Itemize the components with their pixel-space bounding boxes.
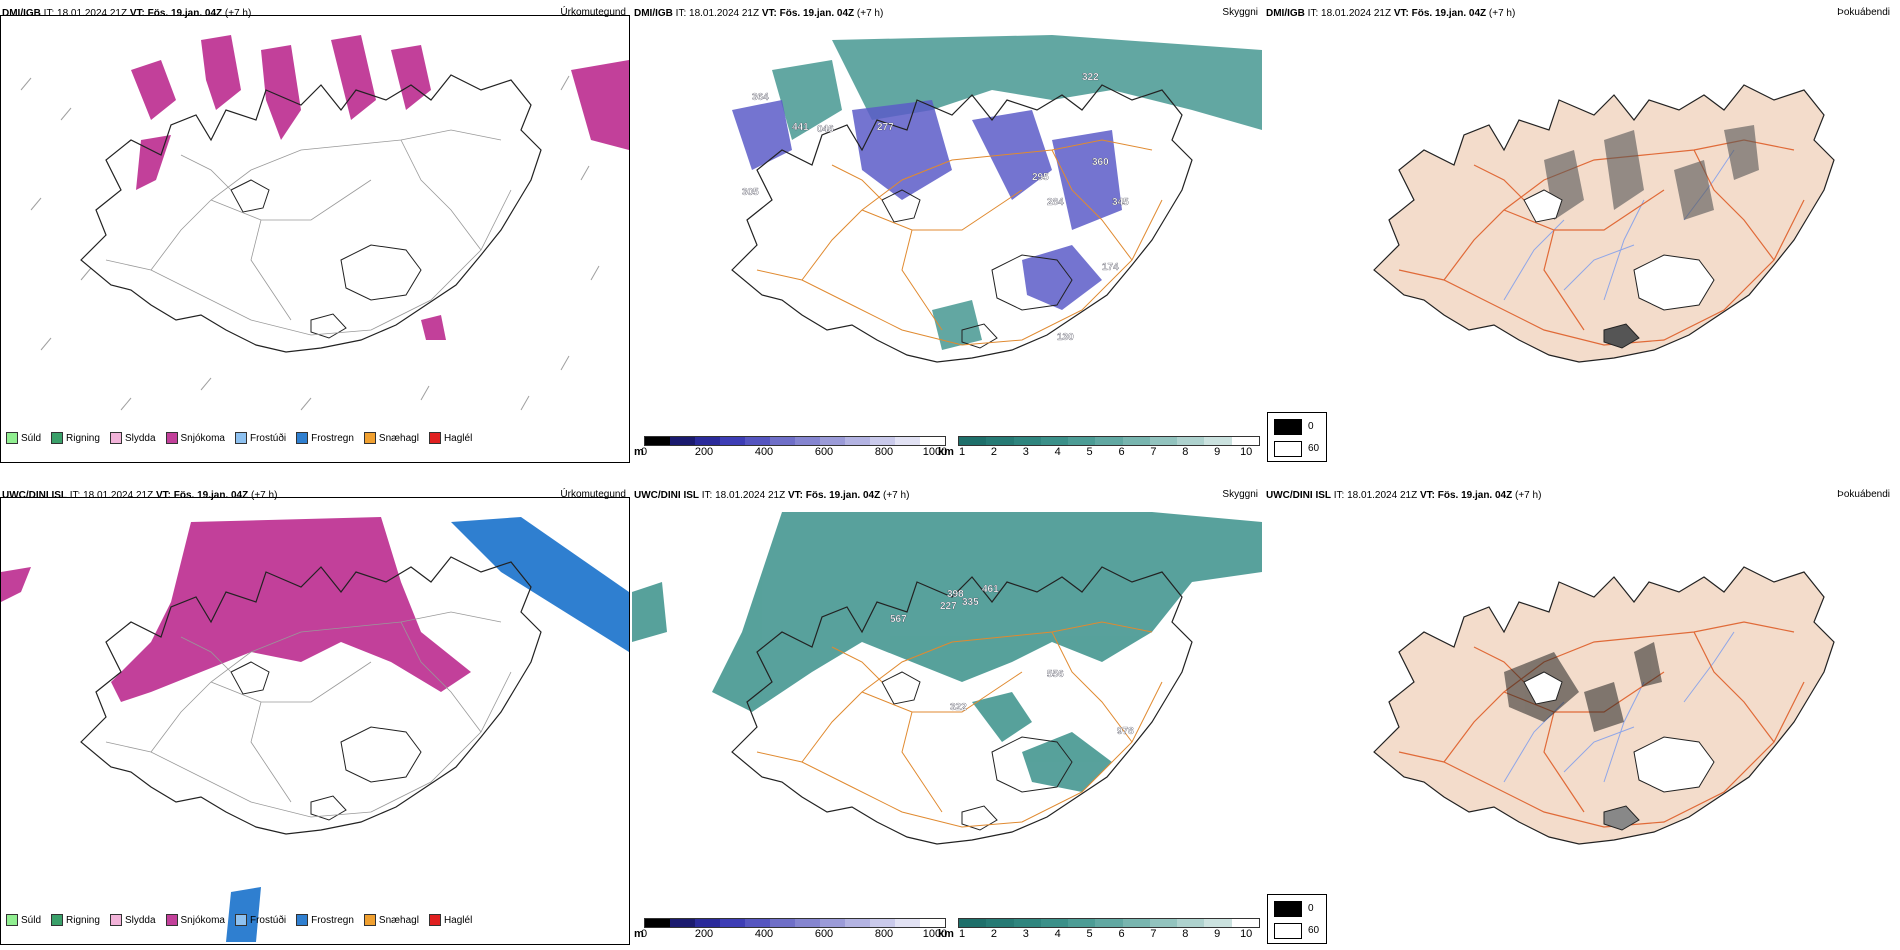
legend-item: Snjókoma — [165, 914, 225, 926]
row1-precip-panel: DMI/IGB IT: 18.01.2024 21Z VT: Fös. 19.j… — [0, 0, 630, 463]
value-label: 461 — [982, 584, 999, 595]
row1-fog-panel: DMI/IGB IT: 18.01.2024 21Z VT: Fös. 19.j… — [1264, 0, 1894, 462]
value-label: 335 — [962, 597, 979, 608]
ceiling-unit: m — [634, 928, 644, 940]
value-label: 322 — [950, 702, 967, 713]
legend-item: Haglél — [428, 914, 472, 926]
visibility-ticks: 1 2 3 4 5 6 7 8 9 10 — [958, 928, 1253, 940]
panel-name: Skyggni — [1222, 7, 1258, 18]
legend-item: Frostúði — [234, 914, 286, 926]
panel-title: UWC/DINI ISL IT: 18.01.2024 21Z VT: Fös.… — [2, 490, 278, 501]
ceiling-map: 364 441 046 277 305 322 360 345 284 295 … — [731, 35, 1262, 363]
legend-item: Haglél — [428, 432, 472, 444]
value-label: 130 — [1057, 332, 1074, 343]
visibility-ticks: 1 2 3 4 5 6 7 8 9 10 — [958, 446, 1253, 458]
panel-title: UWC/DINI ISL IT: 18.01.2024 21Z VT: Fös.… — [634, 490, 910, 501]
ceiling-colorbar — [644, 436, 946, 446]
precip-map — [20, 35, 629, 411]
legend-item: Slydda — [109, 914, 156, 926]
legend-item: Snjókoma — [165, 432, 225, 444]
legend-item: Snæhagl — [363, 432, 419, 444]
value-label: 046 — [817, 124, 834, 135]
legend-item: Súld — [6, 914, 41, 926]
row2-ceiling-panel: UWC/DINI ISL IT: 18.01.2024 21Z VT: Fös.… — [632, 482, 1262, 942]
panel-title: DMI/IGB IT: 18.01.2024 21Z VT: Fös. 19.j… — [634, 8, 884, 19]
value-label: 364 — [752, 92, 769, 103]
value-label: 360 — [1092, 157, 1109, 168]
legend-item: Frostúði — [234, 432, 286, 444]
snow-area — [131, 35, 629, 340]
value-label: 284 — [1047, 197, 1064, 208]
row1-ceiling-panel: DMI/IGB IT: 18.01.2024 21Z VT: Fös. 19.j… — [632, 0, 1262, 460]
ceiling-area — [732, 100, 1122, 310]
fog-map — [1373, 84, 1835, 363]
visibility-colorbar — [958, 918, 1260, 928]
value-label: 174 — [1102, 262, 1119, 273]
ceiling-ticks: 0 200 400 600 800 1000 — [640, 928, 948, 940]
value-label: 295 — [1032, 172, 1049, 183]
panel-name: Úrkomutegund — [560, 7, 626, 18]
legend-item: Frostregn — [296, 914, 354, 926]
value-label: 345 — [1112, 197, 1129, 208]
legend-item: Súld — [6, 432, 41, 444]
precip-map — [1, 517, 629, 942]
legend-item: Frostregn — [296, 432, 354, 444]
visibility-area — [772, 35, 1262, 350]
row2-fog-panel: UWC/DINI ISL IT: 18.01.2024 21Z VT: Fös.… — [1264, 482, 1894, 944]
panel-name: Þokuábendi — [1837, 7, 1890, 18]
value-label: 305 — [742, 187, 759, 198]
row2-precip-panel: UWC/DINI ISL IT: 18.01.2024 21Z VT: Fös.… — [0, 482, 630, 945]
precip-legend: Súld Rigning Slydda Snjókoma Frostúði Fr… — [6, 432, 472, 444]
value-label: 277 — [877, 122, 894, 133]
value-label: 398 — [947, 589, 964, 600]
fog-map — [1373, 566, 1835, 845]
value-label: 322 — [1082, 72, 1099, 83]
value-label: 556 — [1047, 669, 1064, 680]
ceiling-map: 567 398 335 461 227 322 556 978 — [632, 512, 1262, 845]
value-label: 227 — [940, 601, 957, 612]
panel-name: Skyggni — [1222, 489, 1258, 500]
visibility-unit: km — [938, 928, 954, 940]
fog-legend: 0 60 — [1267, 894, 1327, 944]
value-label: 567 — [890, 614, 907, 625]
visibility-colorbar — [958, 436, 1260, 446]
panel-name: Úrkomutegund — [560, 489, 626, 500]
visibility-unit: km — [938, 446, 954, 458]
panel-title: DMI/IGB IT: 18.01.2024 21Z VT: Fös. 19.j… — [1266, 8, 1516, 19]
legend-item: Rigning — [51, 432, 100, 444]
snow-area — [1, 517, 471, 702]
panel-title: DMI/IGB IT: 18.01.2024 21Z VT: Fös. 19.j… — [2, 8, 252, 19]
fog-legend: 0 60 — [1267, 412, 1327, 462]
ceiling-colorbar — [644, 918, 946, 928]
value-label: 978 — [1117, 726, 1134, 737]
legend-item: Snæhagl — [363, 914, 419, 926]
ceiling-ticks: 0 200 400 600 800 1000 — [640, 446, 948, 458]
legend-item: Rigning — [51, 914, 100, 926]
ceiling-unit: m — [634, 446, 644, 458]
panel-name: Þokuábendi — [1837, 489, 1890, 500]
visibility-area — [632, 512, 1262, 792]
value-label: 441 — [792, 122, 809, 133]
panel-title: UWC/DINI ISL IT: 18.01.2024 21Z VT: Fös.… — [1266, 490, 1542, 501]
precip-legend: Súld Rigning Slydda Snjókoma Frostúði Fr… — [6, 914, 472, 926]
legend-item: Slydda — [109, 432, 156, 444]
